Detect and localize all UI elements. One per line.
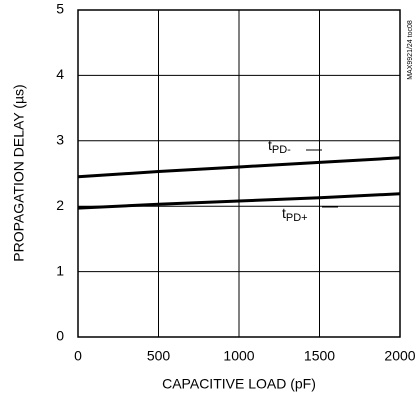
x-axis-label: CAPACITIVE LOAD (pF) bbox=[162, 376, 316, 392]
series-label: tPD+ bbox=[282, 205, 308, 224]
annotation: MAX9921/24 toc08 bbox=[407, 20, 414, 80]
plot-frame bbox=[77, 9, 401, 338]
y-tick-label: 4 bbox=[56, 66, 64, 82]
x-tick-label: 1000 bbox=[223, 348, 254, 364]
x-tick-label: 2000 bbox=[384, 348, 415, 364]
y-tick-label: 1 bbox=[56, 262, 64, 278]
y-tick-label: 0 bbox=[56, 328, 64, 344]
x-tick-label: 500 bbox=[147, 348, 171, 364]
series-line bbox=[77, 192, 401, 210]
series-line bbox=[77, 156, 401, 179]
series-label: tPD- bbox=[268, 137, 291, 156]
x-tick-label: 0 bbox=[74, 348, 82, 364]
y-tick-label: 2 bbox=[56, 197, 64, 213]
y-tick-label: 5 bbox=[56, 1, 64, 17]
y-axis-label: PROPAGATION DELAY (µs) bbox=[11, 84, 27, 261]
y-tick-label: 3 bbox=[56, 132, 64, 148]
x-tick-label: 1500 bbox=[304, 348, 335, 364]
